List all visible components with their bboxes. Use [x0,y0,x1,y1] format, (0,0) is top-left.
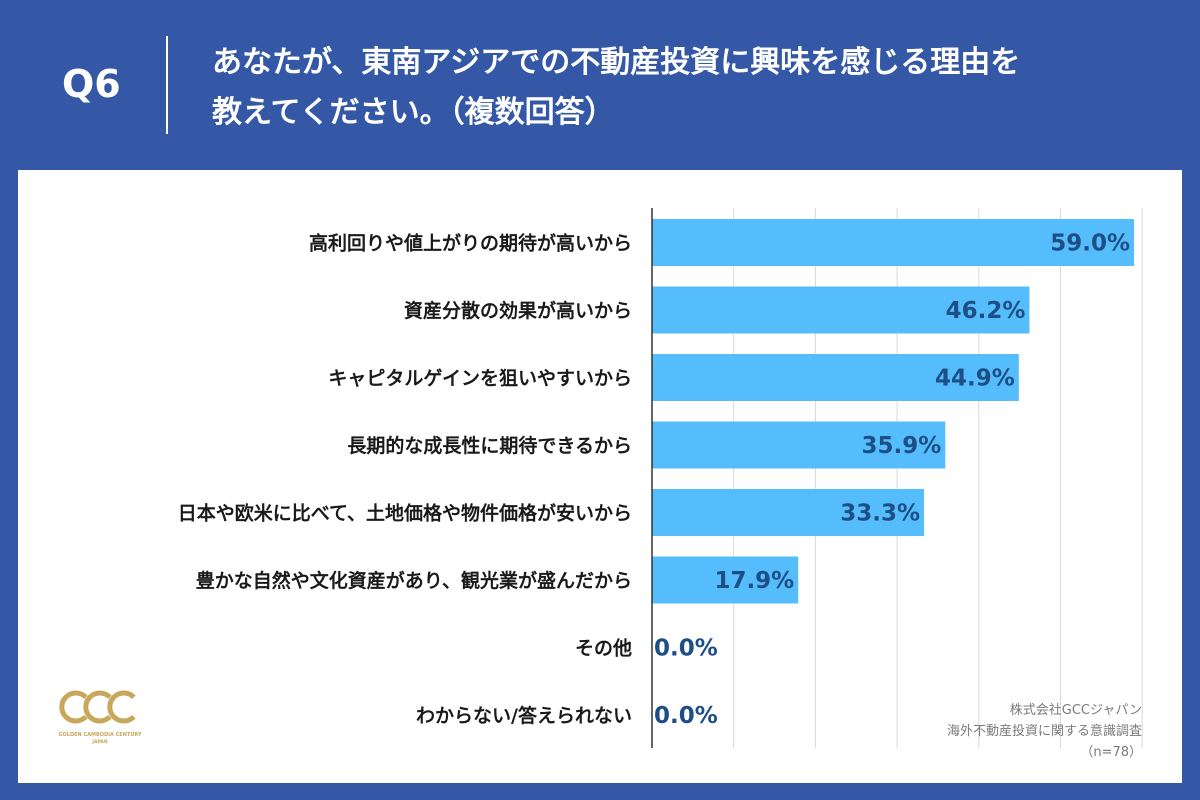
bar [652,556,799,604]
source-company: 株式会社GCCジャパン [1009,703,1142,718]
data-label: 0.0% [654,703,718,729]
data-label: 59.0% [1050,231,1130,257]
question-number: Q6 [62,62,121,106]
data-label: 33.3% [840,501,920,527]
category-label: キャピタルゲインを狙いやすいから [328,368,632,390]
bar [652,421,946,469]
category-label: 長期的な成長性に期待できるから [347,434,632,457]
bar [652,286,1030,334]
category-label: 資産分散の効果が高いから [404,299,632,322]
gcc-logo: GOLDEN CAMBODIA CENTURY JAPAN [58,683,142,747]
category-label: わからない/答えられない [416,704,632,727]
data-label: 46.2% [946,298,1026,324]
category-label: 日本や欧米に比べて、土地価格や物件価格が安いから [178,502,632,525]
logo-ring [59,690,88,724]
category-label: 高利回りや値上がりの期待が高いから [309,232,632,255]
source-sample-size: （n=78） [1080,745,1142,760]
source-note: 株式会社GCCジャパン 海外不動産投資に関する意識調査 （n=78） [947,700,1142,763]
logo-subtitle: GOLDEN CAMBODIA CENTURY [58,732,142,738]
question-title: あなたが、東南アジアでの不動産投資に興味を感じる理由を 教えてください。（複数回… [212,38,1172,138]
category-label: その他 [575,637,632,660]
data-label: 17.9% [714,568,794,594]
source-survey: 海外不動産投資に関する意識調査 [946,724,1142,739]
logo-subtitle-japan: JAPAN [91,739,108,745]
bar [652,354,1019,401]
logo-ring [83,690,112,724]
data-label: 0.0% [654,636,718,662]
data-label: 44.9% [935,366,1015,392]
gcc-logo-mark: GOLDEN CAMBODIA CENTURY JAPAN [58,690,142,745]
bar-chart: 高利回りや値上がりの期待が高いから 59.0% 資産分散の効果が高いから 46.2% キ… [178,208,1143,748]
header-divider [166,36,168,134]
bar [652,489,925,536]
data-label: 35.9% [862,433,942,459]
chart-panel: 高利回りや値上がりの期待が高いから 59.0% 資産分散の効果が高いから 46.2% キ… [18,170,1182,783]
bar [652,219,1135,266]
category-label: 豊かな自然や文化資産があり、観光業が盛んだから [196,569,632,592]
logo-ring [107,690,136,724]
header: Q6 あなたが、東南アジアでの不動産投資に興味を感じる理由を 教えてください。（… [0,0,1200,170]
question-title-line2: 教えてください。（複数回答） [212,95,615,130]
question-title-line1: あなたが、東南アジアでの不動産投資に興味を感じる理由を [212,45,1021,80]
